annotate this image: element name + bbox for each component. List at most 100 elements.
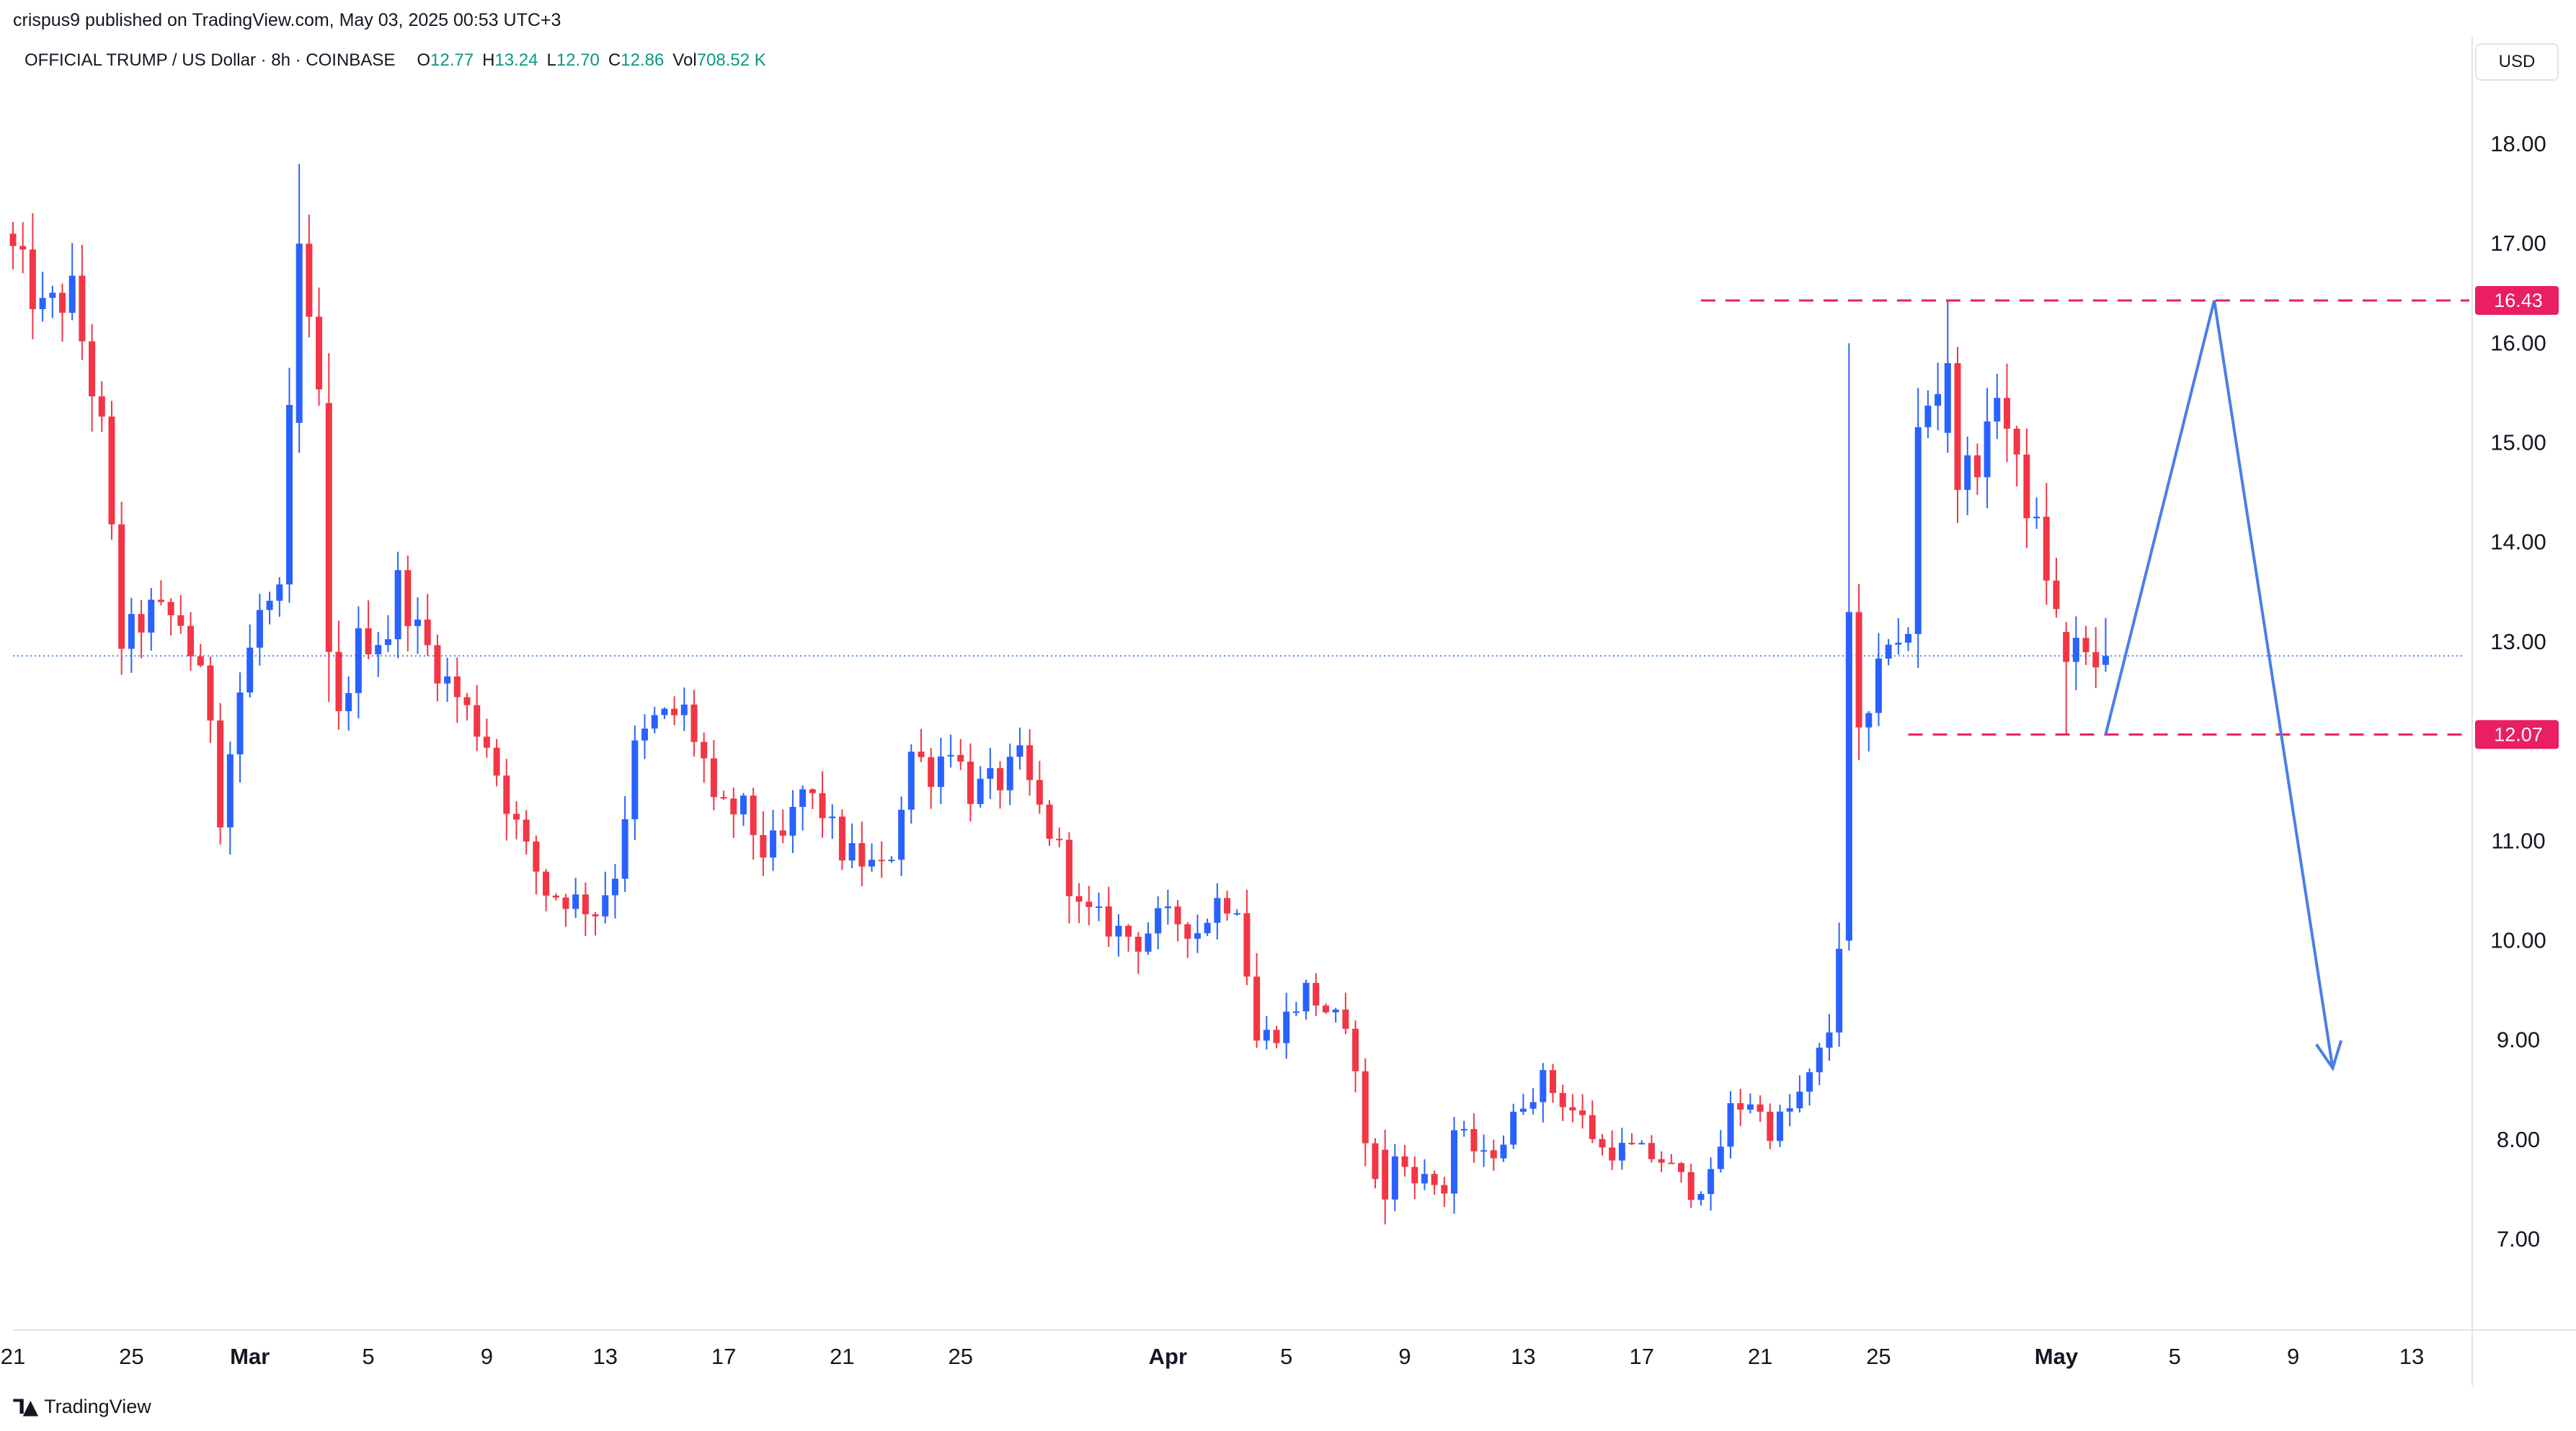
candle[interactable] — [789, 790, 796, 854]
candle[interactable] — [977, 766, 984, 808]
candle[interactable] — [1638, 1140, 1645, 1145]
candle[interactable] — [888, 856, 895, 863]
candle[interactable] — [1648, 1135, 1655, 1163]
candle[interactable] — [335, 620, 342, 730]
candle[interactable] — [247, 624, 254, 698]
candle[interactable] — [365, 600, 372, 659]
candle[interactable] — [1845, 343, 1852, 951]
candle[interactable] — [858, 821, 866, 886]
candle[interactable] — [285, 367, 293, 603]
candle[interactable] — [1826, 1014, 1833, 1061]
candle[interactable] — [1164, 889, 1171, 925]
candle[interactable] — [1480, 1134, 1488, 1167]
candle[interactable] — [118, 501, 125, 675]
candle[interactable] — [1589, 1100, 1596, 1144]
candle[interactable] — [89, 324, 96, 432]
candle[interactable] — [1549, 1064, 1556, 1103]
candle[interactable] — [217, 703, 224, 845]
candle[interactable] — [1145, 922, 1152, 955]
candle[interactable] — [1609, 1130, 1616, 1171]
candle[interactable] — [997, 761, 1004, 809]
candle[interactable] — [266, 592, 273, 625]
candle[interactable] — [2033, 497, 2040, 529]
candle[interactable] — [58, 283, 66, 342]
candle[interactable] — [197, 643, 204, 667]
candle[interactable] — [592, 911, 599, 936]
candle[interactable] — [1490, 1139, 1497, 1171]
candle[interactable] — [1243, 889, 1251, 986]
candle[interactable] — [167, 598, 174, 636]
candle[interactable] — [819, 771, 826, 838]
candle[interactable] — [770, 810, 777, 871]
candle[interactable] — [1668, 1154, 1675, 1164]
candle[interactable] — [1075, 883, 1083, 924]
candle[interactable] — [2092, 627, 2100, 688]
candle[interactable] — [1036, 760, 1043, 814]
candle[interactable] — [1263, 1016, 1270, 1050]
candle[interactable] — [1026, 728, 1034, 796]
candle[interactable] — [355, 606, 362, 718]
candle[interactable] — [1362, 1058, 1369, 1167]
projection-path[interactable] — [2104, 300, 2335, 1069]
tradingview-brand[interactable]: ⅂▲ TradingView — [13, 1395, 151, 1419]
candle[interactable] — [651, 707, 658, 734]
candle[interactable] — [2082, 625, 2089, 665]
candle[interactable] — [523, 810, 530, 855]
candle[interactable] — [701, 732, 708, 783]
candle[interactable] — [493, 739, 500, 787]
projection-drawing[interactable] — [2104, 300, 2343, 1071]
candle[interactable] — [1174, 900, 1181, 942]
candle[interactable] — [2003, 363, 2010, 463]
candle[interactable] — [671, 696, 678, 726]
candle[interactable] — [1569, 1094, 1576, 1123]
candle[interactable] — [1085, 886, 1093, 926]
candle[interactable] — [236, 672, 244, 783]
candle[interactable] — [1973, 443, 1981, 495]
candle[interactable] — [2023, 428, 2030, 548]
candle[interactable] — [1658, 1151, 1665, 1172]
candle[interactable] — [2102, 618, 2109, 672]
candle[interactable] — [1510, 1103, 1517, 1149]
candle[interactable] — [177, 594, 185, 634]
candle[interactable] — [1125, 924, 1132, 952]
candle[interactable] — [19, 222, 27, 274]
candle[interactable] — [572, 878, 579, 919]
candle[interactable] — [1401, 1144, 1408, 1177]
candle[interactable] — [937, 737, 944, 804]
candle[interactable] — [838, 809, 845, 870]
candle[interactable] — [543, 869, 550, 911]
candle[interactable] — [1421, 1159, 1428, 1190]
candle[interactable] — [39, 272, 46, 322]
candle[interactable] — [1046, 800, 1053, 847]
candle[interactable] — [1065, 832, 1072, 924]
candle[interactable] — [1460, 1120, 1467, 1137]
candle[interactable] — [503, 759, 510, 841]
candle[interactable] — [444, 657, 451, 702]
candle[interactable] — [611, 864, 618, 919]
candle[interactable] — [474, 685, 481, 752]
candle[interactable] — [463, 692, 471, 721]
candle[interactable] — [345, 676, 352, 731]
candle[interactable] — [1628, 1133, 1635, 1146]
candle[interactable] — [2043, 483, 2050, 605]
candle[interactable] — [1865, 710, 1873, 752]
candle[interactable] — [1006, 743, 1013, 806]
candle[interactable] — [1816, 1043, 1823, 1086]
candle[interactable] — [1707, 1157, 1715, 1211]
candle[interactable] — [869, 843, 876, 872]
candle[interactable] — [987, 748, 994, 799]
candle[interactable] — [1559, 1084, 1566, 1121]
candle[interactable] — [1855, 584, 1862, 761]
candle[interactable] — [730, 788, 737, 838]
candle[interactable] — [148, 588, 155, 651]
candle[interactable] — [256, 594, 263, 666]
candle[interactable] — [1579, 1094, 1586, 1129]
candlestick-series[interactable] — [9, 164, 2109, 1225]
candle[interactable] — [1056, 827, 1063, 847]
candle[interactable] — [138, 599, 145, 659]
candle[interactable] — [680, 687, 688, 731]
candle[interactable] — [296, 164, 303, 453]
candle[interactable] — [1500, 1135, 1507, 1162]
candle[interactable] — [1806, 1068, 1813, 1106]
candle[interactable] — [1441, 1177, 1448, 1208]
